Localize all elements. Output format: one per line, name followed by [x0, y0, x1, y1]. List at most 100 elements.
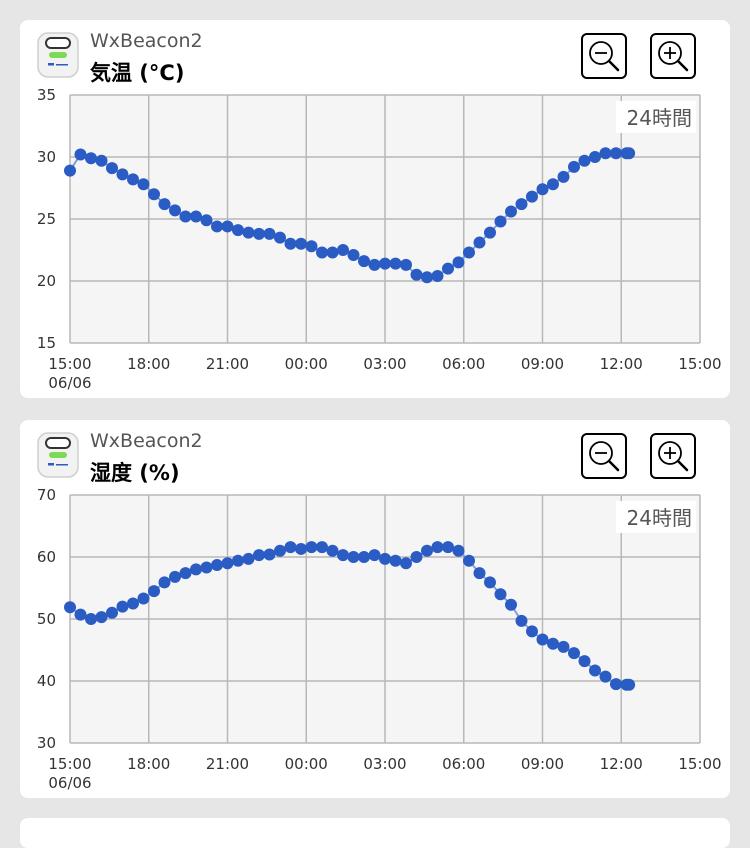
data-point [368, 549, 381, 562]
zoom-out-button[interactable] [581, 33, 627, 79]
data-point [347, 551, 360, 563]
data-point [169, 204, 181, 217]
data-point [505, 205, 517, 218]
data-point [368, 258, 381, 271]
data-point [305, 240, 318, 253]
data-point [316, 541, 328, 554]
data-point [526, 625, 538, 638]
data-point [473, 567, 486, 580]
data-point [589, 151, 601, 163]
data-point [169, 570, 181, 583]
data-point [295, 542, 307, 555]
data-point [295, 237, 307, 250]
data-point [242, 552, 255, 565]
data-point [442, 262, 454, 275]
data-point [547, 178, 559, 191]
y-tick-label: 25 [37, 210, 56, 228]
humidity-chart: 70 60 50 40 30 15:00 18:00 21:00 00:00 03:00 06:00… [37, 486, 722, 792]
data-point [473, 236, 486, 249]
data-point [568, 160, 580, 173]
metric-title: 気温 (°C) [90, 61, 185, 85]
data-point [547, 637, 559, 650]
data-point [463, 554, 475, 567]
data-point [389, 554, 402, 567]
data-point [263, 227, 276, 240]
data-point [316, 246, 328, 259]
x-tick-label: 06:00 [442, 355, 485, 373]
x-tick-label: 12:00 [600, 755, 643, 773]
zoom-in-icon [658, 441, 689, 472]
data-point [326, 246, 339, 259]
data-point [589, 664, 601, 677]
zoom-in-button[interactable] [650, 33, 696, 79]
data-point [232, 224, 244, 237]
y-tick-label: 70 [37, 486, 56, 504]
data-point [431, 270, 444, 283]
data-point [484, 226, 496, 239]
x-tick-label: 15:00 [48, 755, 91, 773]
data-point [95, 154, 108, 167]
data-point [452, 544, 465, 557]
data-point [557, 640, 570, 653]
data-point [148, 585, 160, 598]
x-tick-label: 18:00 [127, 755, 170, 773]
data-point [505, 598, 517, 611]
humidity-card: WxBeacon2 湿度 (%) 70 60 50 40 30 15:00 18:00 21:… [20, 420, 730, 798]
data-point [253, 549, 265, 562]
data-point [74, 148, 87, 161]
data-point [463, 246, 475, 259]
data-point [379, 257, 391, 270]
zoom-out-button[interactable] [581, 433, 627, 479]
range-label[interactable]: 24時間 [627, 506, 692, 530]
data-point [400, 258, 412, 271]
data-point [599, 147, 612, 160]
zoom-in-button[interactable] [650, 433, 696, 479]
data-point [358, 551, 370, 563]
data-point [358, 255, 370, 268]
data-point [158, 576, 171, 589]
x-date-label: 06/06 [48, 374, 91, 392]
data-point [389, 257, 402, 270]
device-name: WxBeacon2 [90, 430, 203, 452]
data-point [337, 549, 349, 562]
x-date-label: 06/06 [48, 774, 91, 792]
data-point [253, 227, 265, 240]
metric-title: 湿度 (%) [90, 461, 180, 485]
data-point [137, 592, 150, 605]
data-point [274, 544, 286, 557]
data-point [190, 563, 202, 576]
data-point [284, 541, 297, 554]
data-point [421, 271, 433, 284]
range-label[interactable]: 24時間 [627, 106, 692, 130]
data-point [106, 606, 118, 619]
data-point [526, 190, 538, 203]
x-tick-label: 15:00 [678, 755, 721, 773]
data-point [623, 678, 636, 691]
zoom-out-icon [589, 41, 620, 72]
y-tick-label: 60 [37, 548, 56, 566]
y-tick-label: 35 [37, 86, 56, 104]
data-point [85, 152, 97, 165]
data-point [515, 614, 528, 627]
y-tick-label: 20 [37, 272, 56, 290]
data-point [148, 188, 160, 201]
wxbeacon-device-icon [37, 32, 79, 78]
data-point [127, 173, 139, 186]
data-point [116, 168, 129, 181]
x-tick-label: 18:00 [127, 355, 170, 373]
data-point [64, 601, 76, 614]
data-point [400, 557, 412, 570]
data-point [274, 231, 286, 244]
data-point [200, 214, 213, 227]
data-point [421, 544, 433, 557]
data-point [347, 248, 360, 261]
data-point [578, 154, 591, 167]
x-tick-label: 21:00 [206, 355, 249, 373]
y-tick-label: 30 [37, 148, 56, 166]
temperature-chart: 35 30 25 20 15 15:00 18:00 21:00 00:00 03:00 06:00… [37, 86, 722, 392]
data-point [284, 237, 297, 250]
data-point [515, 198, 528, 211]
data-point [578, 655, 591, 668]
data-point [127, 597, 139, 610]
data-point [106, 162, 118, 175]
